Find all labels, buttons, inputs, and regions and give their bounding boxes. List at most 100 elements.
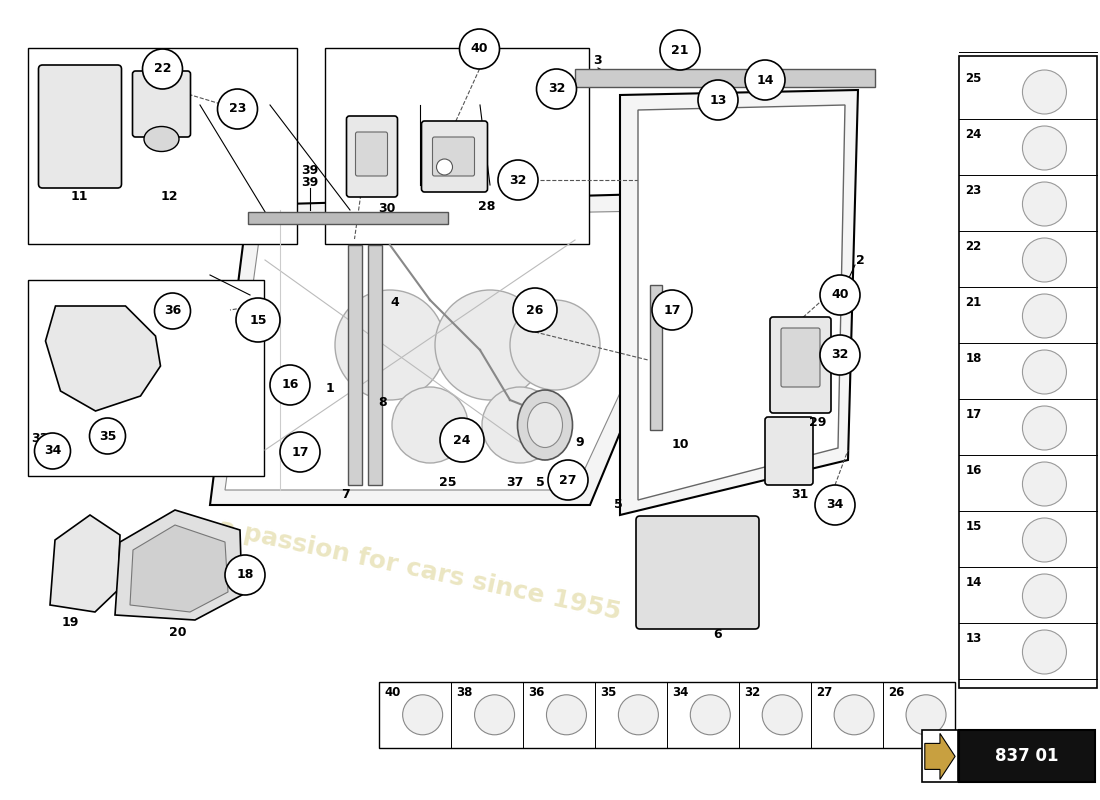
Circle shape [815, 485, 855, 525]
Circle shape [548, 460, 588, 500]
Text: 22: 22 [965, 241, 981, 254]
Circle shape [1023, 406, 1067, 450]
Circle shape [820, 275, 860, 315]
Circle shape [226, 555, 265, 595]
Circle shape [698, 80, 738, 120]
Text: 24: 24 [965, 129, 981, 142]
Text: 10: 10 [671, 438, 689, 451]
FancyBboxPatch shape [355, 132, 387, 176]
FancyBboxPatch shape [770, 317, 830, 413]
Bar [575, 69, 875, 87]
Text: 35: 35 [601, 686, 617, 698]
Polygon shape [620, 90, 858, 515]
Ellipse shape [144, 126, 179, 151]
Circle shape [236, 298, 280, 342]
Circle shape [510, 300, 600, 390]
Text: 17: 17 [292, 446, 309, 458]
Text: 34: 34 [44, 445, 62, 458]
Text: 13: 13 [965, 633, 981, 646]
Circle shape [660, 30, 700, 70]
Bar [650, 285, 662, 430]
Text: 35: 35 [99, 430, 117, 442]
Text: 2: 2 [856, 254, 865, 266]
Text: 14: 14 [965, 577, 981, 590]
FancyBboxPatch shape [764, 417, 813, 485]
Text: 19: 19 [62, 615, 79, 629]
Circle shape [434, 290, 544, 400]
Circle shape [820, 335, 860, 375]
Text: 40: 40 [832, 289, 849, 302]
Bar [368, 245, 382, 485]
Text: 40: 40 [385, 686, 400, 698]
Text: 13: 13 [710, 94, 727, 106]
Circle shape [745, 60, 785, 100]
FancyBboxPatch shape [432, 137, 474, 176]
Circle shape [270, 365, 310, 405]
Circle shape [440, 418, 484, 462]
Text: 23: 23 [965, 185, 981, 198]
Circle shape [474, 694, 515, 734]
Text: 26: 26 [526, 303, 543, 317]
Circle shape [652, 290, 692, 330]
Text: 17: 17 [663, 303, 681, 317]
Text: 39: 39 [301, 163, 319, 177]
Bar [379, 682, 955, 748]
Bar [348, 245, 362, 485]
Circle shape [336, 290, 446, 400]
Circle shape [1023, 294, 1067, 338]
Text: 21: 21 [671, 43, 689, 57]
FancyBboxPatch shape [346, 116, 397, 197]
Text: 32: 32 [744, 686, 760, 698]
Text: 16: 16 [965, 465, 981, 478]
Text: 8: 8 [378, 395, 387, 409]
Text: 9: 9 [575, 435, 584, 449]
Text: 20: 20 [169, 626, 187, 638]
Bar [959, 730, 1094, 782]
Circle shape [280, 432, 320, 472]
Bar [28, 280, 264, 476]
Polygon shape [130, 525, 228, 612]
Text: 26: 26 [888, 686, 904, 698]
Text: 24: 24 [453, 434, 471, 446]
Text: 37: 37 [506, 475, 524, 489]
Text: 33: 33 [31, 431, 48, 445]
Circle shape [1023, 238, 1067, 282]
Circle shape [143, 49, 183, 89]
Text: 39: 39 [301, 175, 319, 189]
Circle shape [1023, 350, 1067, 394]
Text: 5: 5 [614, 498, 623, 511]
FancyBboxPatch shape [781, 328, 820, 387]
Circle shape [460, 29, 499, 69]
Circle shape [89, 418, 125, 454]
Circle shape [537, 69, 576, 109]
Circle shape [1023, 182, 1067, 226]
Text: a passion for cars since 1955: a passion for cars since 1955 [217, 515, 624, 625]
Circle shape [482, 387, 558, 463]
Text: 25: 25 [439, 475, 456, 489]
Text: 15: 15 [250, 314, 266, 326]
Ellipse shape [528, 402, 562, 447]
Text: 837 01: 837 01 [996, 747, 1058, 766]
Text: 5: 5 [536, 475, 544, 489]
Text: 36: 36 [164, 305, 182, 318]
Circle shape [513, 288, 557, 332]
Circle shape [834, 694, 874, 734]
Text: 12: 12 [161, 190, 178, 203]
Circle shape [403, 694, 442, 734]
Text: 21: 21 [965, 297, 981, 310]
Text: 11: 11 [70, 190, 88, 203]
Text: 17: 17 [965, 409, 981, 422]
Polygon shape [45, 306, 161, 411]
Text: 40: 40 [471, 42, 488, 55]
Circle shape [1023, 574, 1067, 618]
Circle shape [392, 387, 468, 463]
Polygon shape [925, 734, 955, 779]
Text: 1: 1 [326, 382, 334, 394]
Circle shape [1023, 126, 1067, 170]
Text: 27: 27 [559, 474, 576, 486]
Circle shape [1023, 630, 1067, 674]
FancyBboxPatch shape [421, 121, 487, 192]
FancyBboxPatch shape [132, 71, 190, 137]
Text: 32: 32 [548, 82, 565, 95]
Bar [248, 212, 448, 224]
